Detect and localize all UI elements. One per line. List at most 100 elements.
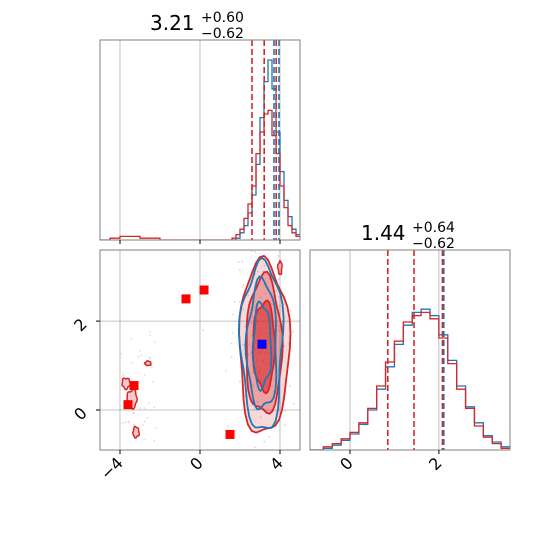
sample-point [127,420,130,423]
sample-point [120,352,123,355]
sample-point [260,230,262,232]
sample-point [259,416,262,419]
param2-title-minus: −0.62 [412,236,455,252]
sample-point [147,402,150,405]
red-contour-blob [143,360,152,367]
sample-point [124,421,127,424]
sample-point [144,438,147,441]
joint-y-tick-label: 2 [70,315,91,336]
sample-point [248,343,251,346]
sample-point [121,373,124,376]
sample-point [253,446,256,449]
sample-point [264,292,267,295]
joint-x-ticks: −4 0 4 [97,450,287,484]
sample-point [234,300,236,303]
sample-point [276,329,279,332]
sample-point [239,269,241,271]
histogram-blue [232,59,300,240]
param2-title-plus: +0.64 [412,220,455,236]
sample-point [224,370,227,372]
sample-point [230,355,233,358]
sample-point [135,391,138,394]
param1-title-median: 3.21 [150,11,195,35]
sample-point [242,308,245,311]
param1-title: 3.21 +0.60 −0.62 [150,10,244,42]
sample-point [283,424,286,427]
param2-x-tick-label: 0 [336,453,357,474]
sample-point [289,384,292,387]
sample-point [253,309,256,312]
sample-point [259,296,262,299]
sample-point [263,264,266,267]
joint-x-tick-label: 4 [266,453,287,474]
sample-point [275,290,278,292]
sample-point [262,241,264,243]
sample-point [238,301,241,303]
sample-point [241,260,243,263]
sample-point [260,248,262,250]
sample-point [287,343,290,345]
red-contour-blob [132,425,141,439]
sample-point [141,423,144,426]
sample-point [292,330,294,333]
sample-point [277,254,280,257]
sample-point [226,425,229,428]
sample-point [133,412,135,415]
joint-x-tick-label: −4 [97,453,127,483]
sample-point [283,345,286,347]
sample-point [130,337,133,340]
param1-title-minus: −0.62 [201,26,244,42]
blue-square-marker [257,339,267,349]
sample-point [289,309,292,312]
sample-point [257,464,259,466]
joint-x-tick-label: 0 [186,453,207,474]
sample-point [257,270,259,273]
histogram-red [310,311,510,450]
sample-point [132,423,135,426]
sample-point [238,380,241,383]
sample-point [284,410,287,412]
sample-point [250,250,253,252]
sample-point [263,489,265,491]
param2-title: 1.44 +0.64 −0.62 [361,220,455,252]
param2-x-tick-label: 2 [425,453,446,474]
param1-title-plus: +0.60 [201,10,244,26]
sample-point [254,250,257,253]
sample-point [127,421,130,424]
joint-y-ticks: 02 [70,315,100,424]
param2-histogram-panel [309,249,511,454]
param2-title-median: 1.44 [361,221,406,245]
sample-point [278,304,281,307]
sample-point [247,294,250,297]
joint-y-tick-label: 0 [70,403,91,424]
sample-point [143,420,146,423]
sample-point [241,286,244,289]
sample-point [153,406,156,409]
sample-point [252,384,255,387]
sample-point [149,357,151,359]
sample-point [230,342,233,345]
sample-point [251,316,254,318]
red-contour-blob [121,377,132,391]
sample-point [250,322,253,324]
axes-frame [309,249,511,451]
sample-point [121,422,124,425]
sample-point [253,306,256,309]
sample-point [149,334,152,337]
sample-point [232,313,234,316]
sample-point [150,366,153,369]
sample-point [278,295,280,298]
sample-point [253,408,256,411]
sample-point [131,428,134,431]
sample-point [292,402,295,405]
blue-contour [237,256,285,430]
sample-point [256,400,259,403]
sample-point [153,340,156,343]
sample-point [250,334,253,337]
sample-point [307,369,309,371]
sample-point [202,329,205,332]
red-square-marker [199,285,209,295]
sample-point [251,371,254,374]
